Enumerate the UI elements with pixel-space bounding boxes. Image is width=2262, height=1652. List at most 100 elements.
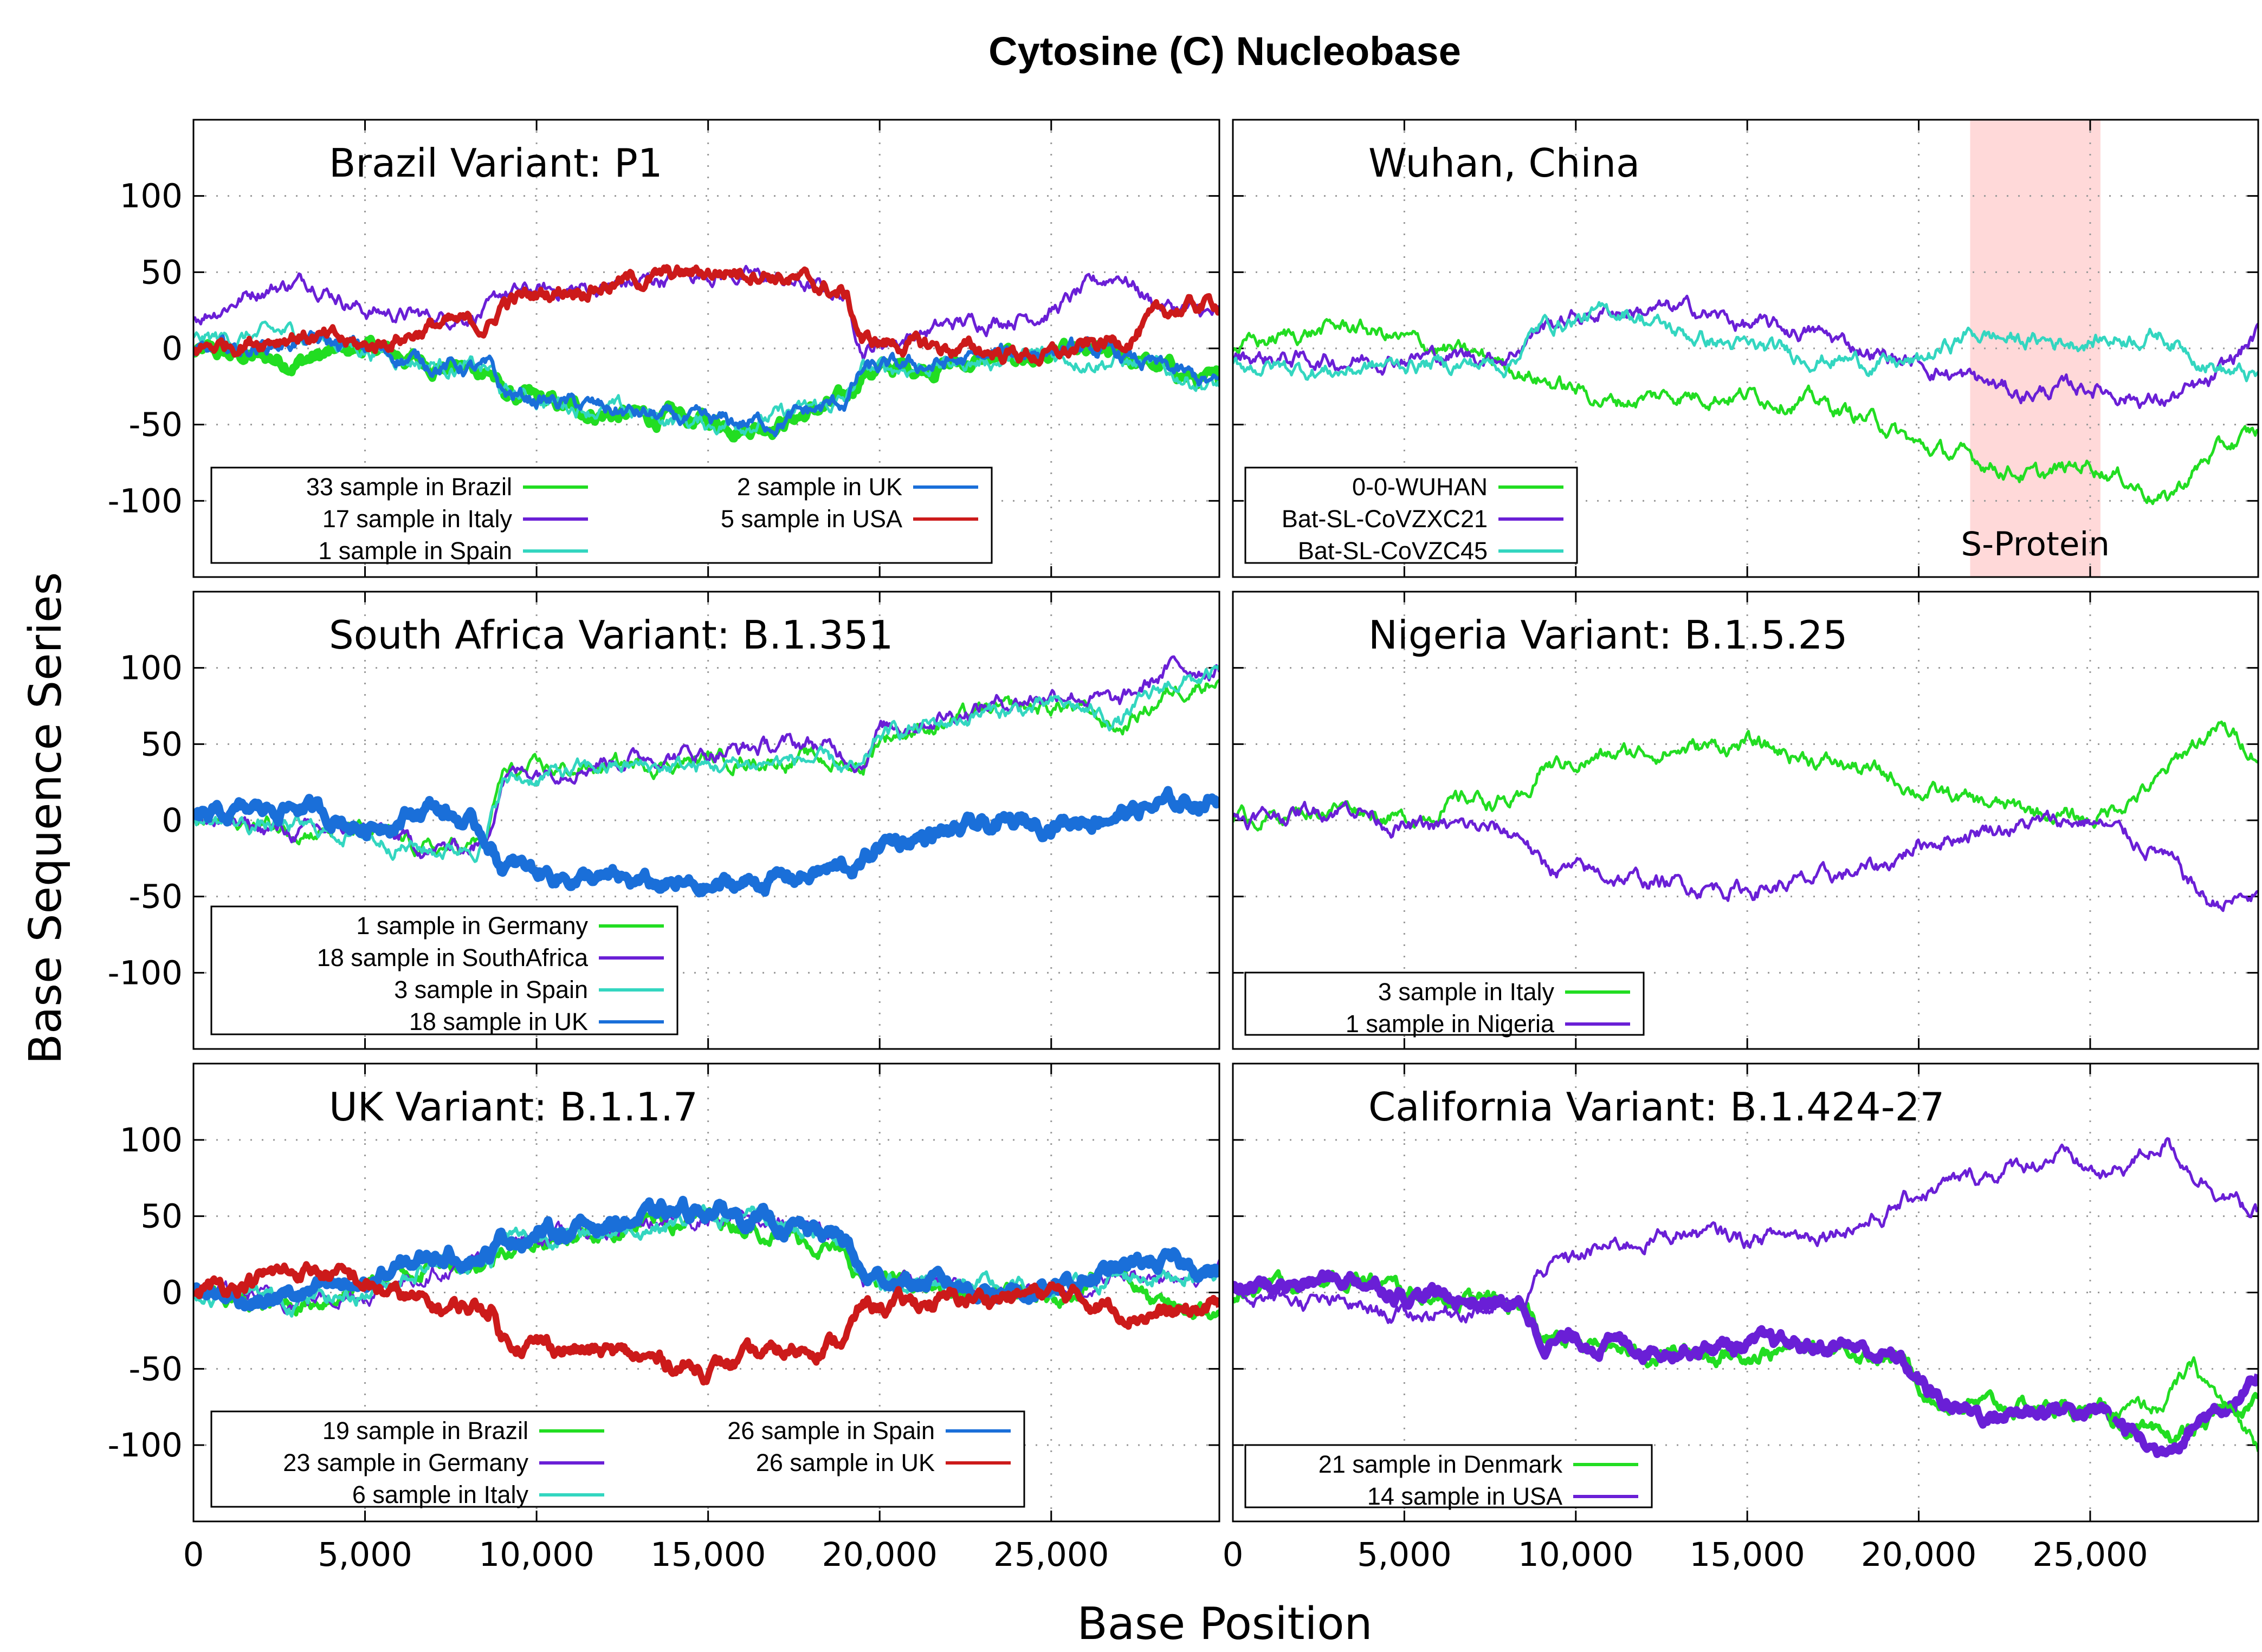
- legend-box: [210, 467, 993, 564]
- legend: 1 sample in Germany 18 sample in SouthAfr…: [210, 905, 678, 1035]
- panel-title: UK Variant: B.1.1.7: [329, 1084, 698, 1130]
- x-tick-label: 10,000: [479, 1536, 594, 1574]
- plot-frame: [192, 591, 1220, 1050]
- y-tick-label: -100: [108, 482, 183, 520]
- panel-6: California Variant: B.1.424-27 0 5,000 10,0…: [1223, 1063, 2259, 1574]
- legend: 21 sample in Denmark 14 sample in USA: [1244, 1444, 1653, 1510]
- x-axis-title: Base Position: [1077, 1598, 1372, 1650]
- panel-title: California Variant: B.1.424-27: [1368, 1084, 1944, 1130]
- series-line: [1233, 720, 2258, 832]
- x-tick-label: 25,000: [2032, 1536, 2148, 1574]
- series-group: [193, 264, 1219, 443]
- x-tick-label: 15,000: [1689, 1536, 1805, 1574]
- y-tick-label: -50: [128, 406, 183, 444]
- legend-label: 18 sample in SouthAfrica: [317, 944, 589, 971]
- legend-label: 1 sample in Germany: [356, 912, 588, 940]
- series-line: [193, 1261, 1219, 1386]
- y-tick-label: -50: [128, 878, 183, 916]
- legend-label: Bat-SL-CoVZXC21: [1282, 505, 1488, 533]
- legend-label: 17 sample in Italy: [322, 505, 513, 533]
- y-tick-label: 0: [161, 801, 183, 840]
- series-line: [1233, 301, 2258, 383]
- legend: 33 sample in Brazil 17 sample in Italy 1 s…: [210, 467, 993, 565]
- panel-3: South Africa Variant: B.1.351 100 50 0 -50 -1…: [108, 591, 1220, 1050]
- series-line: [2106, 1356, 2258, 1452]
- legend: 19 sample in Brazil 23 sample in Germany 6…: [210, 1410, 1025, 1508]
- panel-title: Brazil Variant: P1: [329, 140, 663, 186]
- x-tick-label: 25,000: [993, 1536, 1109, 1574]
- y-tick-label: 50: [140, 1197, 183, 1236]
- y-tick-label: 50: [140, 253, 183, 291]
- y-tick-label: 0: [161, 329, 183, 368]
- y-tick-label: 50: [140, 725, 183, 763]
- legend-label: Bat-SL-CoVZC45: [1298, 537, 1488, 565]
- s-protein-label: S-Protein: [1961, 525, 2110, 563]
- series-line: [1233, 800, 2258, 912]
- x-tick-label: 20,000: [822, 1536, 937, 1574]
- y-tick-label: -100: [108, 954, 183, 992]
- y-tick-label: 100: [120, 177, 183, 216]
- panel-4: Nigeria Variant: B.1.5.25 3 sample in Ita…: [1232, 591, 2259, 1050]
- x-tick-label: 10,000: [1518, 1536, 1633, 1574]
- series-group: [1233, 294, 2258, 506]
- panel-title: South Africa Variant: B.1.351: [329, 612, 893, 658]
- plot-frame: [1232, 1063, 2259, 1523]
- series-line: [1233, 318, 2258, 506]
- x-tick-label: 0: [1223, 1536, 1244, 1574]
- x-tick-label: 5,000: [318, 1536, 412, 1574]
- legend-box: [210, 905, 678, 1035]
- legend-box: [1244, 1444, 1653, 1508]
- series-line: [1233, 1269, 2258, 1459]
- legend-label: 26 sample in Spain: [727, 1417, 935, 1444]
- legend-label: 19 sample in Brazil: [322, 1417, 528, 1444]
- legend-label: 1 sample in Nigeria: [1346, 1010, 1555, 1038]
- legend-box: [1244, 467, 1578, 564]
- y-tick-label: -100: [108, 1426, 183, 1465]
- legend-label: 3 sample in Italy: [1378, 978, 1555, 1006]
- series-group: [193, 655, 1219, 898]
- legend-label: 21 sample in Denmark: [1319, 1450, 1563, 1478]
- series-group: [1233, 1137, 2258, 1459]
- panel-1: Brazil Variant: P1 100 50 0 -50 -100 33 sample…: [108, 119, 1220, 578]
- legend-label: 3 sample in Spain: [394, 976, 588, 1003]
- legend: 3 sample in Italy 1 sample in Nigeria: [1244, 971, 1645, 1038]
- legend-label: 6 sample in Italy: [352, 1481, 529, 1508]
- legend-label: 14 sample in USA: [1367, 1482, 1562, 1510]
- series-group: [193, 1196, 1219, 1386]
- x-tick-label: 5,000: [1357, 1536, 1452, 1574]
- legend-label: 33 sample in Brazil: [306, 473, 512, 501]
- series-line: [1233, 294, 2258, 409]
- panel-2: Wuhan, China S-Protein 0-0-WUHAN Bat-SL-CoV…: [1232, 119, 2259, 578]
- legend-label: 1 sample in Spain: [318, 537, 512, 565]
- series-line: [1233, 1137, 2258, 1324]
- x-tick-label: 15,000: [650, 1536, 766, 1574]
- panel-title: Nigeria Variant: B.1.5.25: [1368, 612, 1847, 658]
- plot-frame: [1232, 591, 2259, 1050]
- legend: 0-0-WUHAN Bat-SL-CoVZXC21 Bat-SL-CoVZC45: [1244, 467, 1578, 565]
- series-line: [193, 786, 1219, 898]
- legend-label: 2 sample in UK: [737, 473, 902, 501]
- y-tick-label: 100: [120, 1121, 183, 1159]
- y-tick-label: 0: [161, 1274, 183, 1312]
- panel-title: Wuhan, China: [1368, 140, 1640, 186]
- legend-label: 26 sample in UK: [756, 1449, 935, 1476]
- figure-title: Cytosine (C) Nucleobase: [988, 29, 1461, 74]
- plot-frame: [1232, 119, 2259, 578]
- y-axis-title: Base Sequence Series: [20, 572, 72, 1064]
- series-group: [1233, 720, 2258, 912]
- panel-5: UK Variant: B.1.1.7 100 50 0 -50 -100 0 5,000 10…: [108, 1063, 1220, 1574]
- panels: Brazil Variant: P1 100 50 0 -50 -100 33 sample…: [108, 119, 2259, 1574]
- legend-box: [210, 1410, 1025, 1508]
- legend-label: 18 sample in UK: [409, 1008, 588, 1035]
- x-tick-label: 20,000: [1861, 1536, 1976, 1574]
- plot-frame: [192, 119, 1220, 578]
- legend-label: 5 sample in USA: [721, 505, 902, 533]
- plot-frame: [192, 1063, 1220, 1523]
- y-tick-label: -50: [128, 1350, 183, 1388]
- legend-label: 23 sample in Germany: [283, 1449, 528, 1476]
- x-tick-label: 0: [183, 1536, 204, 1574]
- legend-label: 0-0-WUHAN: [1352, 473, 1488, 501]
- y-tick-label: 100: [120, 649, 183, 688]
- series-line: [193, 264, 1219, 367]
